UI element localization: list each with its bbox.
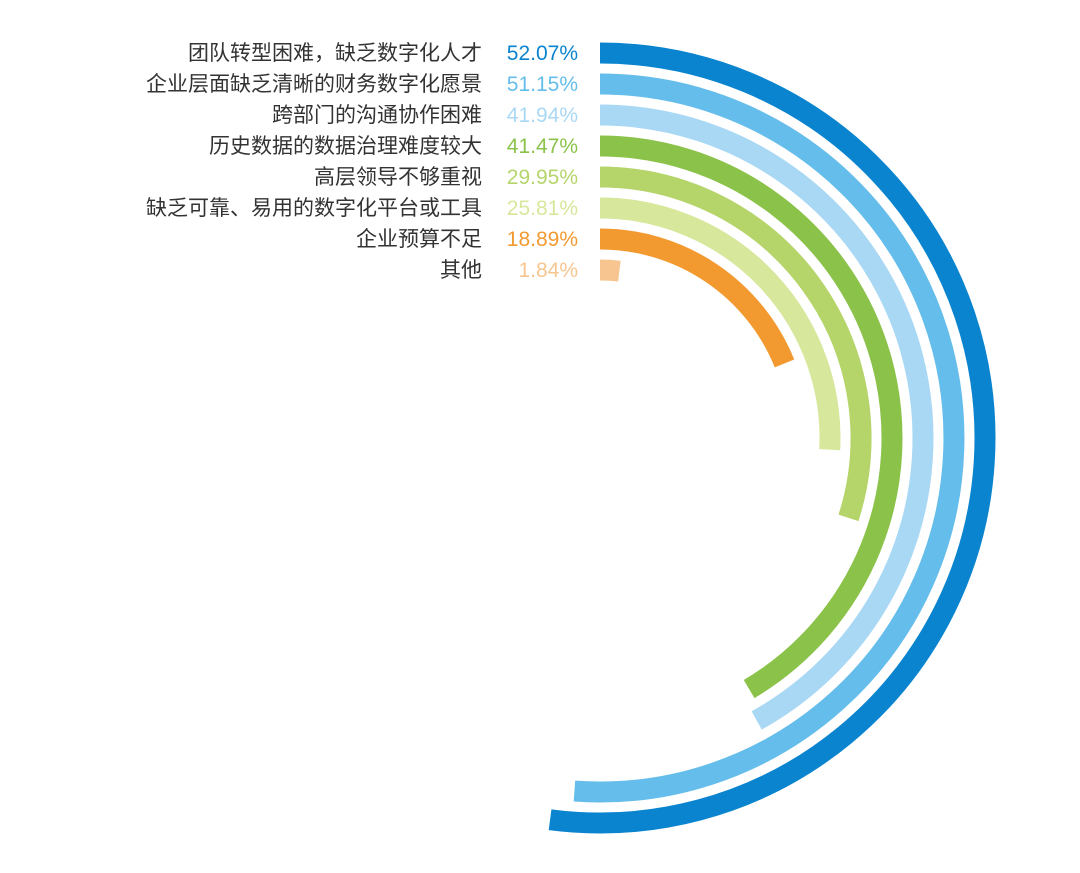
category-label-3: 历史数据的数据治理难度较大	[209, 134, 482, 158]
radial-bar-7	[599, 259, 621, 282]
radial-bar-5	[599, 197, 841, 451]
value-label-1: 51.15%	[507, 73, 578, 96]
radial-bar-0	[548, 42, 996, 834]
category-label-4: 高层领导不够重视	[314, 165, 482, 189]
category-label-0: 团队转型困难，缺乏数字化人才	[188, 41, 482, 65]
value-label-5: 25.81%	[507, 197, 578, 220]
category-label-5: 缺乏可靠、易用的数字化平台或工具	[146, 196, 482, 220]
value-label-0: 52.07%	[507, 42, 578, 65]
category-label-6: 企业预算不足	[356, 227, 482, 251]
category-label-7: 其他	[440, 258, 482, 282]
radial-bar-1	[573, 73, 965, 803]
label-group: 52.07% 团队转型困难，缺乏数字化人才 51.15% 企业层面缺乏清晰的财务数字化…	[146, 41, 578, 282]
value-label-6: 18.89%	[507, 228, 578, 251]
value-label-7: 1.84%	[518, 259, 578, 282]
radial-bar-6	[599, 228, 795, 368]
value-label-3: 41.47%	[507, 135, 578, 158]
radial-bar-2	[599, 104, 934, 730]
category-label-2: 跨部门的沟通协作困难	[272, 103, 482, 127]
category-label-1: 企业层面缺乏清晰的财务数字化愿景	[146, 72, 482, 96]
value-label-4: 29.95%	[507, 166, 578, 189]
arc-group	[548, 42, 996, 834]
radial-bar-3	[599, 135, 903, 699]
value-label-2: 41.94%	[507, 104, 578, 127]
radial-bar-4	[599, 166, 872, 522]
